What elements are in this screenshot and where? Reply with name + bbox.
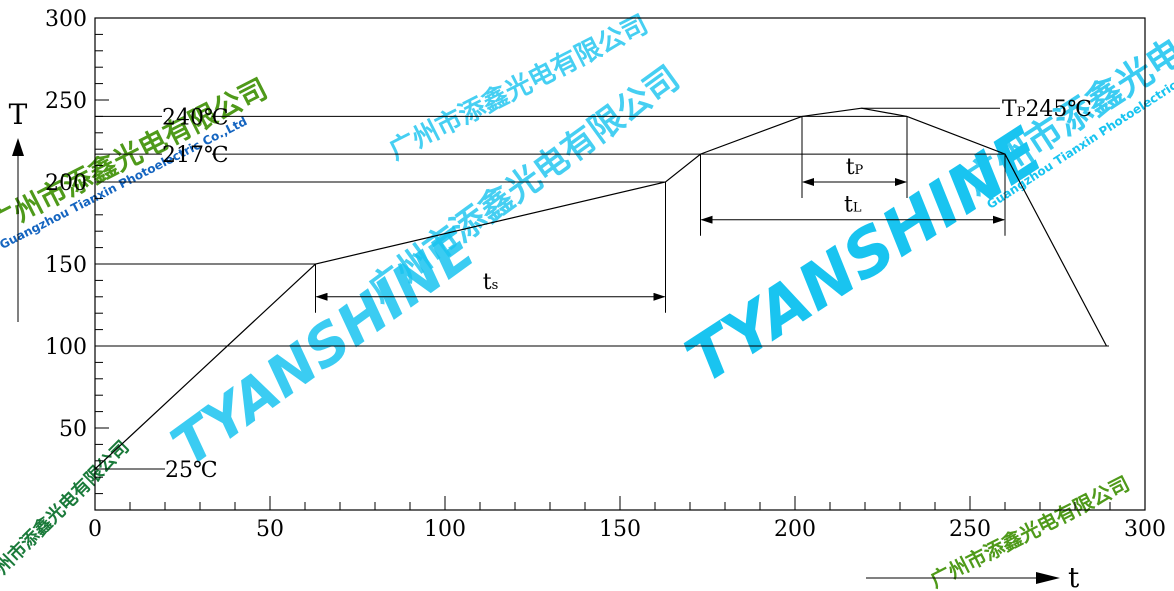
axis-arrows: Tt	[9, 98, 1080, 591]
interval-dimensions: ts tP tL	[315, 116, 1006, 313]
watermark-company-en: Guangzhou Tianxin Photoelectric Co.,Ltd	[0, 114, 249, 252]
reference-lines: 240℃ 217℃ 25℃	[95, 105, 1109, 483]
x-tick-label: 50	[256, 517, 284, 542]
y-tick-label: 200	[45, 171, 87, 196]
y-axis-symbol: T	[9, 98, 28, 131]
x-axis-symbol: t	[1068, 561, 1080, 591]
label-ts: ts	[483, 270, 499, 295]
y-tick-label: 250	[45, 89, 87, 114]
watermark-stamp-bottomleft: 广州市添鑫光电有限公司	[0, 436, 134, 591]
y-tick-label: 50	[59, 417, 87, 442]
x-axis-arrow-head	[1036, 572, 1060, 584]
y-axis-arrow-head	[12, 138, 24, 156]
y-tick-label: 100	[45, 335, 87, 360]
watermark-company-cn: 广州市添鑫光电有限公司	[0, 436, 134, 591]
label-240C: 240℃	[162, 105, 229, 130]
x-tick-label: 100	[424, 517, 466, 542]
label-25C: 25℃	[165, 458, 218, 483]
label-peak: TP245℃	[1002, 97, 1092, 122]
y-tick-label: 150	[45, 253, 87, 278]
minor-ticks	[94, 17, 1146, 511]
label-217C: 217℃	[162, 143, 229, 168]
label-tL: tL	[844, 193, 862, 218]
x-tick-label: 0	[88, 517, 102, 542]
x-tick-label: 300	[1124, 517, 1166, 542]
x-tick-labels: 0 50 100 150 200 250 300	[88, 517, 1166, 542]
watermark-company-cn: 广州市添鑫光电有限公司	[0, 72, 273, 241]
x-tick-label: 250	[949, 517, 991, 542]
y-tick-label: 300	[45, 7, 87, 32]
x-tick-label: 200	[774, 517, 816, 542]
y-tick-labels: 50 100 150 200 250 300	[45, 7, 87, 442]
label-tP: tP	[846, 155, 864, 180]
annotation-labels: TP245℃	[1002, 97, 1092, 122]
x-tick-label: 150	[599, 517, 641, 542]
